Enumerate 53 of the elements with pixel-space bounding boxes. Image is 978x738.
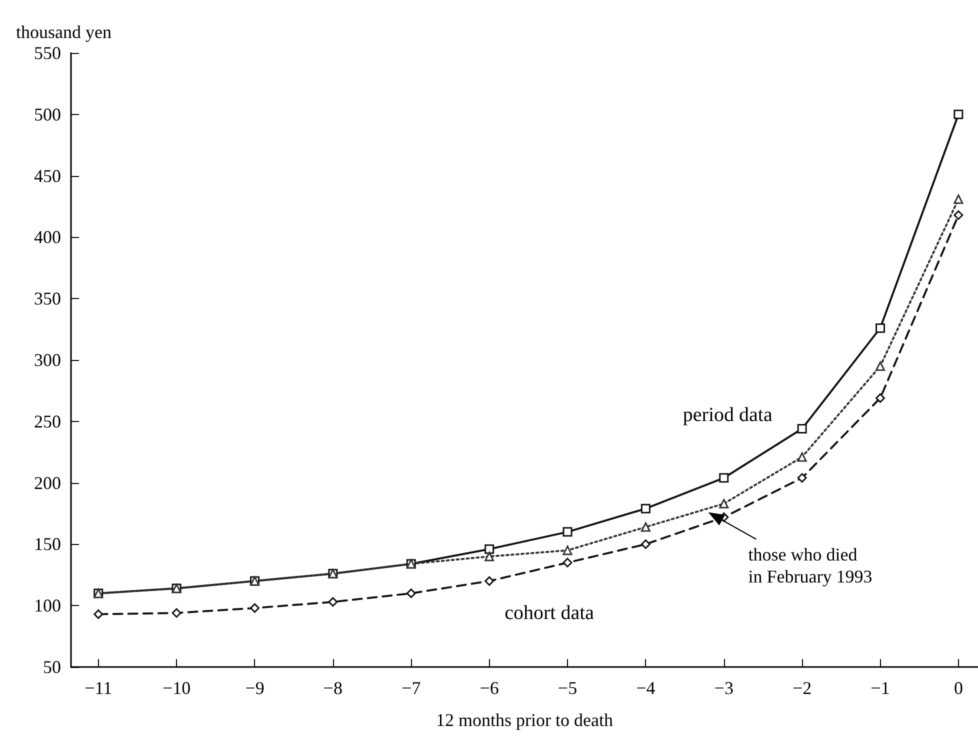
point <box>876 393 886 403</box>
y-tick-label: 500 <box>34 104 61 124</box>
y-tick-label: 300 <box>34 350 61 370</box>
point <box>484 544 494 554</box>
x-tick-label: −6 <box>480 678 499 698</box>
point <box>640 539 650 549</box>
y-tick-label: 250 <box>34 411 61 432</box>
point <box>954 210 964 220</box>
y-tick-label: 400 <box>34 227 61 248</box>
y-tick-label: 450 <box>34 166 61 186</box>
point <box>328 597 338 607</box>
point <box>406 588 416 598</box>
y-axis-title: thousand yen <box>16 22 112 42</box>
point <box>484 576 494 586</box>
annotation: those who died in February 1993 <box>748 544 872 586</box>
x-tick-label: −10 <box>162 678 191 698</box>
point <box>250 603 260 613</box>
point <box>876 361 886 371</box>
point <box>719 498 729 508</box>
point <box>562 558 572 568</box>
x-tick-label: −5 <box>558 678 578 698</box>
series-label: cohort data <box>504 602 594 624</box>
y-tick-label: 150 <box>34 534 61 554</box>
x-axis-title: 12 months prior to death <box>436 710 613 730</box>
x-tick-label: −3 <box>714 678 734 698</box>
point <box>797 473 807 483</box>
point <box>876 323 886 333</box>
x-tick-label: 0 <box>954 678 963 698</box>
x-tick-label: −1 <box>870 678 890 698</box>
y-tick-label: 550 <box>34 43 61 63</box>
x-tick-label: −7 <box>402 678 421 698</box>
point <box>640 504 650 514</box>
x-tick-label: −2 <box>792 678 812 698</box>
point <box>797 452 807 462</box>
x-tick-label: −8 <box>323 678 343 698</box>
y-tick-label: 200 <box>34 472 61 493</box>
point <box>94 609 104 619</box>
point <box>562 527 572 537</box>
point <box>954 194 964 204</box>
point <box>172 608 182 618</box>
point <box>640 522 650 532</box>
point <box>562 546 572 556</box>
x-tick-label: −4 <box>636 678 656 698</box>
point <box>484 552 494 562</box>
point <box>797 424 807 434</box>
x-tick-label: −9 <box>245 678 264 698</box>
y-tick-label: 350 <box>34 288 61 309</box>
series-label: period data <box>682 404 772 426</box>
y-tick-label: 50 <box>43 657 61 677</box>
y-tick-label: 100 <box>34 596 61 616</box>
point <box>719 473 729 483</box>
x-tick-label: −11 <box>84 678 112 698</box>
point <box>954 110 964 120</box>
